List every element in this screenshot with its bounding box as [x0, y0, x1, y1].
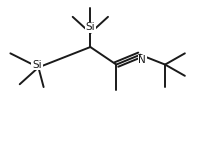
- Text: Si: Si: [86, 22, 95, 32]
- Text: N: N: [138, 55, 146, 65]
- Text: Si: Si: [32, 60, 42, 70]
